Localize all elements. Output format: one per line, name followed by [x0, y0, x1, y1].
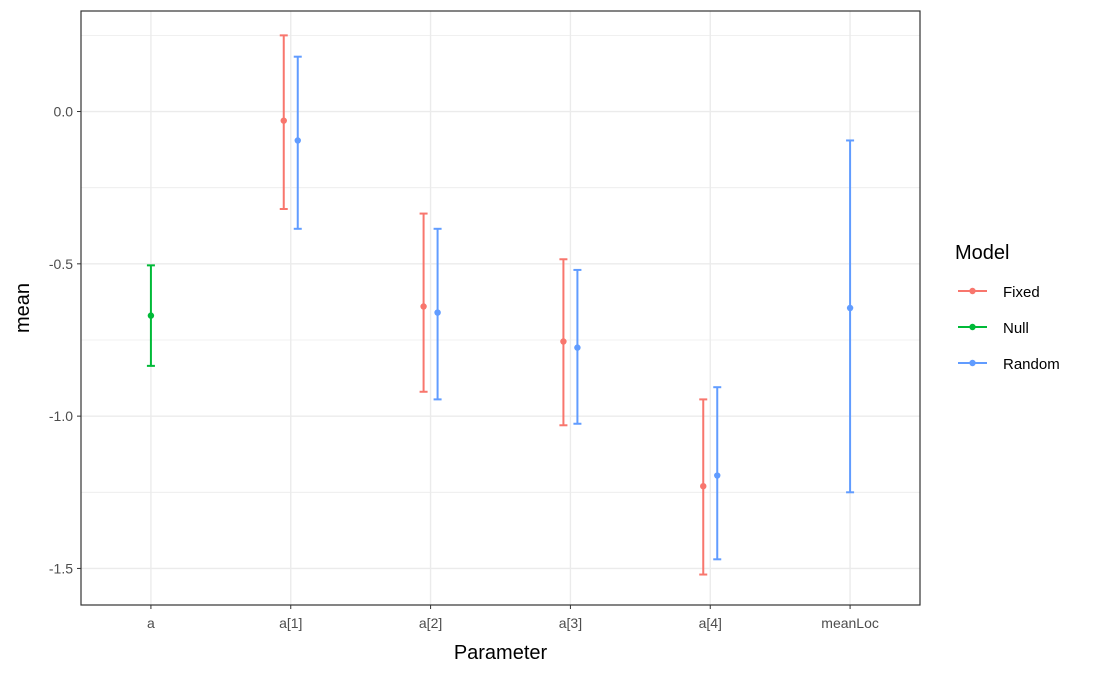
x-tick-label: a[3]	[559, 615, 582, 631]
mean-point	[700, 483, 707, 490]
legend-title: Model	[955, 242, 1009, 264]
errorbar	[419, 212, 428, 393]
legend-label: Random	[1003, 356, 1060, 373]
y-tick-label: -0.5	[49, 256, 73, 272]
legend: Model Fixed Null Random	[955, 242, 1060, 373]
errorbar	[699, 398, 708, 576]
y-tick-label: -1.5	[49, 560, 73, 576]
legend-key-point	[969, 359, 976, 367]
mean-point	[714, 472, 721, 479]
errorbar	[713, 386, 722, 561]
plot-panel-border	[80, 10, 921, 606]
mean-point	[147, 312, 155, 319]
x-tick-label: a[4]	[699, 615, 722, 631]
axes: 0.0 -0.5 -1.0 -1.5 a a[1] a[2] a[3] a[4] meanLoc	[49, 104, 879, 631]
mean-point	[434, 309, 441, 316]
legend-label: Fixed	[1003, 284, 1040, 301]
errorbar	[559, 258, 568, 427]
x-axis-title: Parameter	[454, 642, 548, 664]
mean-point	[280, 117, 287, 124]
y-axis-title: mean	[12, 283, 34, 333]
legend-label: Null	[1003, 320, 1029, 337]
chart-marks	[146, 34, 855, 576]
mean-point	[560, 338, 567, 345]
errorbar	[279, 34, 288, 210]
legend-item-null: Null	[958, 320, 1029, 337]
x-tick-label: a[2]	[419, 615, 442, 631]
errorbar	[846, 139, 855, 494]
legend-key-point	[969, 287, 976, 295]
legend-item-fixed: Fixed	[958, 284, 1040, 301]
series-null	[146, 264, 155, 367]
legend-item-random: Random	[958, 356, 1060, 373]
series-fixed	[279, 34, 708, 576]
y-tick-label: -1.0	[49, 408, 73, 424]
y-tick-label: 0.0	[54, 104, 74, 120]
errorbar	[433, 227, 442, 401]
errorbar	[293, 55, 302, 230]
errorbar	[573, 268, 582, 425]
errorbar	[146, 264, 155, 367]
x-tick-label: a	[147, 615, 155, 631]
legend-key-point	[969, 323, 976, 331]
x-tick-label: meanLoc	[821, 615, 879, 631]
x-tick-label: a[1]	[279, 615, 302, 631]
mean-point	[846, 304, 854, 312]
mean-point	[294, 137, 301, 144]
mean-point	[420, 303, 427, 310]
mean-point	[574, 344, 581, 351]
series-random	[293, 55, 855, 561]
